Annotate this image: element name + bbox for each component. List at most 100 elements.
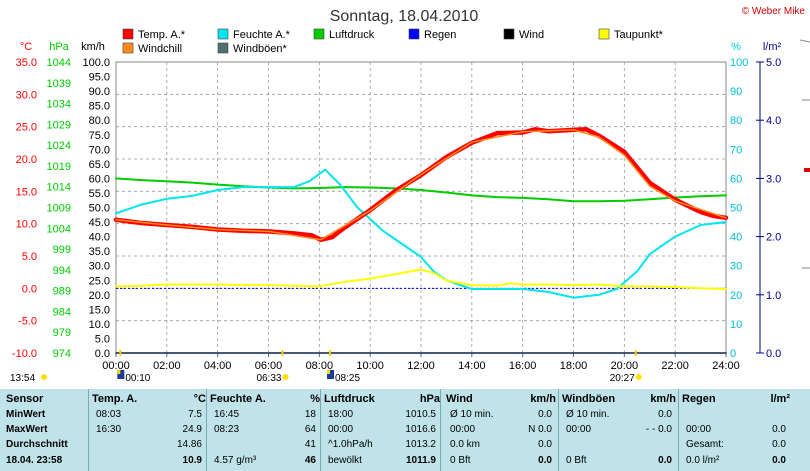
temp-tick-label: 15.0 xyxy=(16,186,37,198)
stats-column-separator xyxy=(88,389,89,471)
temp-tick-label: 10.0 xyxy=(16,219,37,231)
stats-cell-value: 0.0 xyxy=(658,455,672,466)
temp-tick-label: -10.0 xyxy=(12,348,37,360)
stats-cell-label: 00:00 xyxy=(566,424,592,435)
humidity-axis-label: % xyxy=(731,41,741,53)
humidity-tick-label: 40 xyxy=(730,232,742,244)
stats-cell-label: bewölkt xyxy=(328,455,362,466)
wind-tick-label: 45.0 xyxy=(89,217,110,229)
wind-axis-label: km/h xyxy=(81,41,105,53)
pressure-tick-label: 974 xyxy=(53,348,71,360)
stats-unit-feuchte: % xyxy=(310,393,320,405)
stats-panel: Sensor MinWert MaxWert Durchschnitt 18.04. 2… xyxy=(0,389,810,471)
humidity-tick-label: 70 xyxy=(730,144,742,156)
wind-tick-label: 35.0 xyxy=(89,246,110,258)
stats-cell-label: 18:00 xyxy=(328,409,354,420)
wind-tick-label: 25.0 xyxy=(89,275,110,287)
x-tick-label: 04:00 xyxy=(204,360,232,372)
grid xyxy=(116,62,726,353)
x-tick-label: 14:00 xyxy=(458,360,486,372)
stats-unit-temp: °C xyxy=(193,393,206,405)
wind-tick-label: 95.0 xyxy=(89,72,110,84)
stats-header-luft: Luftdruck xyxy=(324,393,375,405)
stats-cell-value: 7.5 xyxy=(188,409,202,420)
pressure-tick-label: 999 xyxy=(53,244,71,256)
stats-column-separator xyxy=(206,389,207,471)
pressure-tick-label: 1019 xyxy=(47,161,71,173)
humidity-tick-label: 90 xyxy=(730,86,742,98)
stats-cell-value: 0.0 xyxy=(538,409,552,420)
moon-icon-highlight xyxy=(327,370,331,374)
legend-swatch xyxy=(598,28,610,40)
pressure-tick-label: 1014 xyxy=(47,182,71,194)
humidity-tick-label: 0 xyxy=(730,348,736,360)
legend-swatch xyxy=(408,28,420,40)
series-layer xyxy=(113,127,729,354)
weather-chart: Sonntag, 18.04.2010 © Weber Mike Temp. A… xyxy=(10,6,810,384)
x-tick-label: 20:00 xyxy=(611,360,639,372)
pressure-tick-label: 1009 xyxy=(47,203,71,215)
x-tick-label: 22:00 xyxy=(661,360,689,372)
moon-icon xyxy=(327,370,335,379)
temp-tick-label: 35.0 xyxy=(16,57,37,69)
wind-tick-label: 15.0 xyxy=(89,304,110,316)
stats-cell-label: 0.0 l/m² xyxy=(686,455,720,466)
stats-cell-value: 0.0 xyxy=(538,455,552,466)
sensor-row-label: 18.04. 23:58 xyxy=(6,455,63,466)
stats-cell-label: 0 Bft xyxy=(566,455,587,466)
legend-label: Feuchte A.* xyxy=(233,29,291,41)
pressure-tick-label: 994 xyxy=(53,265,71,277)
pressure-tick-label: 1034 xyxy=(47,99,71,111)
rain-tick-label: 2.0 xyxy=(766,232,781,244)
pressure-tick-label: 1039 xyxy=(47,78,71,90)
rain-tick-label: 4.0 xyxy=(766,115,781,127)
x-tick-label: 06:00 xyxy=(255,360,283,372)
wind-tick-label: 40.0 xyxy=(89,232,110,244)
stats-column-separator xyxy=(440,389,441,471)
pressure-tick-label: 989 xyxy=(53,286,71,298)
y-ticks: 35.0 30.0 25.0 20.0 15.0 10.0 5.0 0.0 -5.0 -10.0 1… xyxy=(12,57,781,360)
stats-cell-label: 08:03 xyxy=(96,409,122,420)
x-tick-label: 18:00 xyxy=(560,360,588,372)
stats-cell-label: Ø 10 min. xyxy=(566,409,610,420)
stats-cell-value: 18 xyxy=(304,409,316,420)
stats-cell-value: 24.9 xyxy=(182,424,202,435)
stats-cell-label: Gesamt: xyxy=(686,439,724,450)
pressure-tick-label: 979 xyxy=(53,327,71,339)
temp-tick-label: 30.0 xyxy=(16,89,37,101)
wind-tick-label: 0.0 xyxy=(95,348,110,360)
wind-tick-label: 5.0 xyxy=(95,333,110,345)
x-tick-label: 16:00 xyxy=(509,360,537,372)
rain-tick-label: 0.0 xyxy=(766,348,781,360)
series-line-windchill xyxy=(115,129,727,241)
stats-cell-value: 14.86 xyxy=(176,439,202,450)
stats-header-wind: Wind xyxy=(446,393,473,405)
legend-label: Regen xyxy=(424,29,456,41)
wind-tick-label: 55.0 xyxy=(89,188,110,200)
right-edge-marker xyxy=(804,168,810,172)
sensor-row-label: MinWert xyxy=(6,409,46,420)
sun-markers: 13:54 00:10 06:33 08:25 20:27 xyxy=(10,350,642,384)
sun-marker-label: 06:33 xyxy=(256,373,281,384)
wind-tick-label: 75.0 xyxy=(89,130,110,142)
axis-labels: °C hPa km/h% l/m² xyxy=(20,41,782,53)
series-line-luftdruck xyxy=(115,177,727,203)
stats-cell-value: 0.0 xyxy=(658,409,672,420)
sun-icon xyxy=(282,374,289,380)
x-tick-label: 12:00 xyxy=(407,360,435,372)
rain-tick-label: 1.0 xyxy=(766,290,781,302)
wind-tick-label: 30.0 xyxy=(89,261,110,273)
stats-cell-value: N 0.0 xyxy=(528,424,552,435)
legend-swatch xyxy=(217,42,229,54)
sun-marker-label: 08:25 xyxy=(335,373,360,384)
humidity-tick-label: 100 xyxy=(730,57,748,69)
temp-tick-label: -5.0 xyxy=(18,316,37,328)
sun-icon xyxy=(635,374,642,380)
pressure-tick-label: 984 xyxy=(53,306,71,318)
wind-tick-label: 80.0 xyxy=(89,115,110,127)
temp-tick-label: 0.0 xyxy=(22,283,37,295)
moon-icon-highlight xyxy=(117,370,121,374)
legend-swatch xyxy=(503,28,515,40)
pressure-tick-label: 1004 xyxy=(47,223,71,235)
stats-cell-value: 0.0 xyxy=(772,424,786,435)
